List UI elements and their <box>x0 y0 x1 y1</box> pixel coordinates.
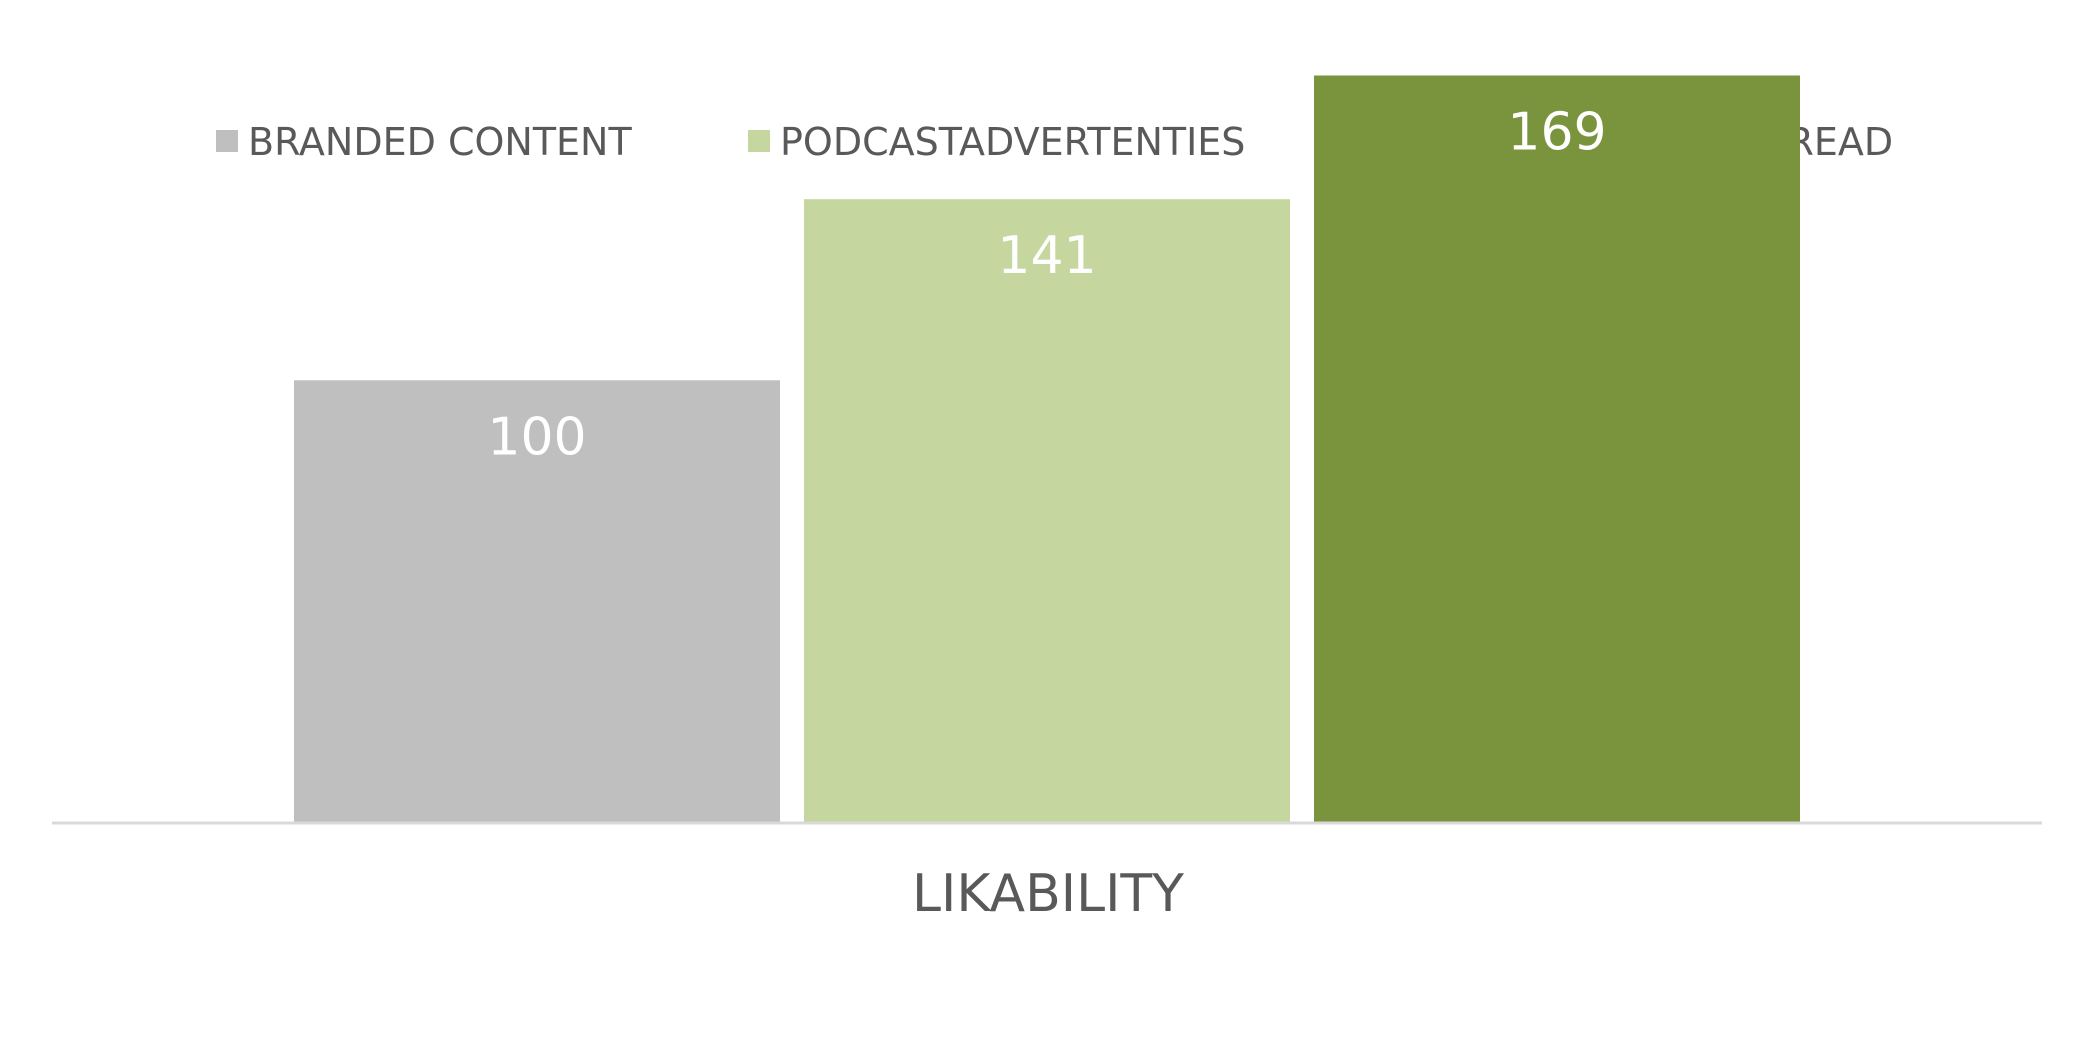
data-label-tonny-media-host-read: 169 <box>1507 103 1606 163</box>
legend-label-branded-content: BRANDED CONTENT <box>248 120 632 164</box>
category-label-likability: LIKABILITY <box>912 864 1184 924</box>
legend-swatch-branded-content <box>216 130 238 152</box>
bars <box>294 75 1800 822</box>
category-labels: LIKABILITY <box>912 864 1184 924</box>
bar-tonny-media-host-read <box>1314 75 1800 822</box>
data-labels: 100 141 169 <box>487 103 1606 468</box>
legend-label-podcastadvertenties: PODCASTADVERTENTIES <box>780 120 1245 164</box>
bar-podcastadvertenties <box>804 199 1290 822</box>
bar-branded-content <box>294 380 780 822</box>
data-label-podcastadvertenties: 141 <box>997 226 1096 286</box>
legend-swatch-podcastadvertenties <box>748 130 770 152</box>
data-label-branded-content: 100 <box>487 407 586 467</box>
